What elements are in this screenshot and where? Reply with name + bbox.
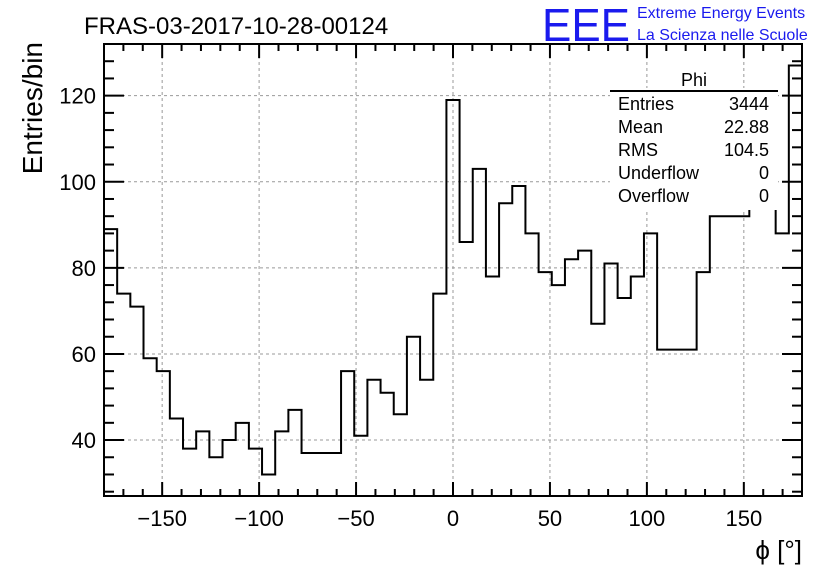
- grid-lines: [104, 44, 802, 496]
- x-tick-label: −150: [137, 506, 187, 531]
- stats-label: Entries: [618, 94, 674, 114]
- y-tick-label: 120: [59, 84, 96, 109]
- stats-value: 104.5: [724, 140, 769, 160]
- x-tick-label: 50: [538, 506, 562, 531]
- stats-label: Overflow: [618, 186, 690, 206]
- stats-label: Underflow: [618, 163, 700, 183]
- histogram-line: [104, 64, 802, 476]
- y-tick-label: 100: [59, 170, 96, 195]
- y-tick-label: 40: [72, 428, 96, 453]
- stats-title: Phi: [681, 70, 707, 90]
- stats-rows: Entries 3444 Mean 22.88 RMS 104.5 Underflow 0 Ov…: [618, 94, 769, 206]
- x-tick-label: −50: [337, 506, 374, 531]
- x-tick-label: 100: [629, 506, 666, 531]
- chart-title: FRAS-03-2017-10-28-00124: [84, 13, 388, 40]
- stats-label: RMS: [618, 140, 658, 160]
- x-axis-label: ϕ [°]: [755, 535, 802, 565]
- x-tick-label: 150: [725, 506, 762, 531]
- stats-value: 22.88: [724, 117, 769, 137]
- logo-line-2: La Scienza nelle Scuole: [637, 27, 808, 44]
- eee-logo: EEE: [542, 0, 630, 51]
- axis-ticks: −150 −100 −50 0 50 100 150 40 60 80 100 120: [59, 43, 803, 531]
- x-tick-label: −100: [234, 506, 284, 531]
- x-tick-label: 0: [447, 506, 459, 531]
- y-tick-label: 60: [72, 342, 96, 367]
- y-axis-label: Entries/bin: [17, 42, 48, 174]
- stats-label: Mean: [618, 117, 663, 137]
- stats-value: 3444: [729, 94, 769, 114]
- stats-value: 0: [759, 163, 769, 183]
- logo-line-1: Extreme Energy Events: [637, 5, 805, 22]
- y-tick-label: 80: [72, 256, 96, 281]
- stats-value: 0: [759, 186, 769, 206]
- stats-box: Phi Entries 3444 Mean 22.88 RMS 104.5 Underflo…: [610, 70, 778, 210]
